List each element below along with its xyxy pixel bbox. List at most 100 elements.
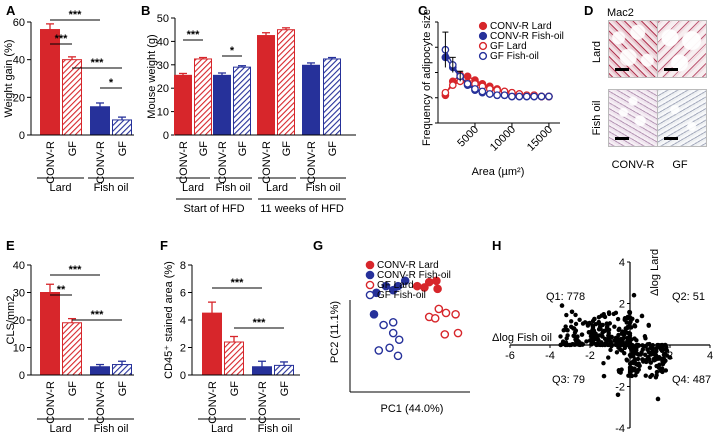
pca-point bbox=[374, 346, 384, 355]
panel-letter-f: F bbox=[160, 238, 168, 253]
legend-marker bbox=[365, 260, 375, 270]
category-label: CONV-R bbox=[178, 141, 190, 184]
legend-marker bbox=[478, 51, 488, 61]
h-point bbox=[642, 334, 648, 339]
group-label: Fish oil bbox=[216, 182, 251, 194]
h-point bbox=[628, 368, 633, 374]
significance-label: * bbox=[109, 77, 114, 89]
series-point bbox=[478, 87, 487, 96]
category-label: GF bbox=[67, 141, 79, 157]
bar bbox=[233, 66, 251, 136]
category-label: CONV-R bbox=[306, 141, 318, 184]
significance-label: *** bbox=[55, 33, 69, 45]
h-point bbox=[617, 326, 622, 332]
h-point bbox=[594, 342, 599, 348]
h-point bbox=[640, 343, 645, 348]
bar bbox=[40, 29, 60, 136]
category-label: CONV-R bbox=[257, 381, 269, 424]
h-point bbox=[579, 332, 585, 337]
legend-marker bbox=[365, 290, 375, 300]
h-point bbox=[650, 343, 656, 348]
h-point bbox=[608, 347, 613, 353]
h-point-cloud bbox=[558, 292, 673, 402]
x-tick-label: -6 bbox=[505, 350, 515, 362]
y-tick-label: 4 bbox=[180, 315, 186, 327]
h-point bbox=[611, 311, 616, 317]
h-point bbox=[645, 342, 650, 347]
y-tick-label: 10 bbox=[157, 107, 169, 119]
series-point bbox=[485, 90, 494, 98]
legend-label: CONV-R Lard bbox=[490, 21, 552, 32]
h-point bbox=[615, 316, 621, 322]
pca-point bbox=[379, 320, 388, 330]
h-point bbox=[627, 321, 632, 326]
y-axis-label: Frequency of adipocyte size bbox=[421, 9, 433, 146]
y-axis-label: CD45⁺ stained area (%) bbox=[163, 261, 175, 379]
bar bbox=[194, 58, 212, 136]
h-point bbox=[568, 319, 574, 324]
x-tick-label: 5000 bbox=[455, 124, 481, 150]
series-point bbox=[463, 72, 472, 81]
h-point bbox=[580, 321, 586, 326]
group-label: Lard bbox=[49, 423, 71, 435]
y-tick-label: 20 bbox=[13, 92, 25, 104]
category-label: CONV-R bbox=[45, 381, 57, 424]
h-point bbox=[606, 355, 611, 360]
h-point bbox=[652, 357, 658, 363]
panel-d-col-gf: GF bbox=[672, 159, 688, 171]
panel-d-row-fish-oil: Fish oil bbox=[591, 101, 603, 136]
pca-point bbox=[412, 281, 422, 291]
h-point bbox=[648, 374, 653, 380]
series-point bbox=[471, 85, 479, 93]
h-point bbox=[565, 333, 570, 338]
h-point bbox=[564, 312, 569, 318]
h-point bbox=[654, 369, 660, 375]
x-tick-label: 10000 bbox=[488, 124, 518, 154]
h-point bbox=[585, 321, 590, 326]
series-point bbox=[493, 91, 502, 100]
series-point bbox=[537, 92, 546, 101]
series-point bbox=[515, 92, 524, 101]
h-point bbox=[615, 341, 620, 347]
h-q2-label: Q2: 51 bbox=[672, 291, 705, 303]
h-point bbox=[633, 361, 639, 367]
pca-point bbox=[369, 309, 379, 319]
pca-point bbox=[441, 308, 451, 318]
significance-label: *** bbox=[231, 277, 245, 289]
panel-d-row-lard: Lard bbox=[591, 41, 603, 63]
h-point bbox=[573, 312, 578, 318]
y-tick-label: -2 bbox=[615, 382, 625, 394]
bar bbox=[62, 322, 82, 376]
y-tick-label: 0 bbox=[19, 130, 25, 142]
bar bbox=[202, 312, 222, 376]
h-point bbox=[644, 356, 650, 362]
h-point bbox=[601, 373, 607, 379]
significance-label: *** bbox=[69, 264, 83, 276]
h-point bbox=[604, 327, 610, 332]
micrograph-lard-gf bbox=[657, 20, 707, 78]
micrograph-lard-convr bbox=[608, 20, 658, 78]
scale-bar bbox=[615, 68, 629, 71]
y-tick-label: -4 bbox=[615, 423, 625, 435]
y-tick-label: 20 bbox=[13, 315, 25, 327]
h-point bbox=[659, 366, 665, 371]
legend-label: GF Lard bbox=[377, 280, 414, 291]
y-tick-label: 30 bbox=[13, 288, 25, 300]
bar bbox=[252, 366, 272, 376]
pca-point bbox=[393, 351, 403, 361]
group-label: Lard bbox=[211, 423, 233, 435]
h-point bbox=[590, 332, 596, 337]
h-point bbox=[573, 321, 579, 327]
h-point bbox=[626, 338, 631, 343]
y-tick-label: 10 bbox=[13, 343, 25, 355]
bar bbox=[90, 106, 110, 136]
legend-label: CONV-R Fish-oil bbox=[377, 270, 451, 281]
pca-point bbox=[451, 309, 460, 319]
category-label: GF bbox=[229, 381, 241, 397]
h-point bbox=[647, 365, 653, 370]
significance-label: *** bbox=[91, 309, 105, 321]
h-point bbox=[646, 323, 651, 328]
h-point bbox=[590, 340, 596, 346]
group-label: Fish oil bbox=[306, 182, 341, 194]
panel-d-col-convr: CONV-R bbox=[612, 159, 655, 171]
